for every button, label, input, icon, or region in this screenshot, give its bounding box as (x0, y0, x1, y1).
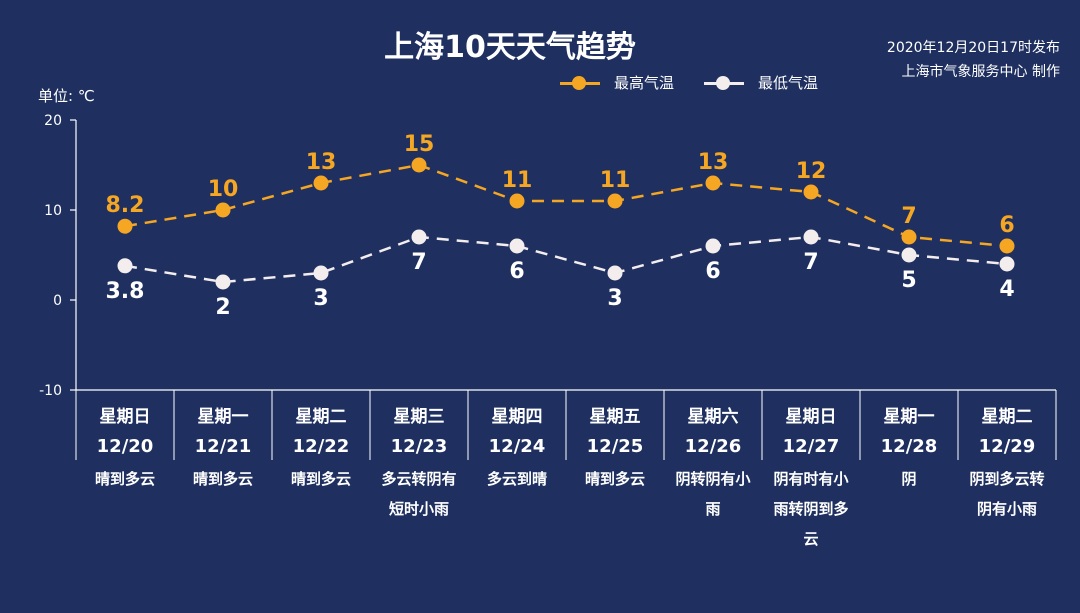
weather-label: 晴到多云 (193, 470, 253, 488)
weather-label: 多云转阴有 (381, 470, 456, 488)
point-high (313, 175, 329, 191)
chart-title: 上海10天天气趋势 (384, 30, 636, 65)
legend-item-high: 最高气温 (560, 72, 674, 93)
weather-label: 多云到晴 (487, 470, 547, 488)
date-label: 12/27 (783, 436, 840, 457)
point-high (803, 184, 819, 200)
value-label-high: 6 (999, 213, 1014, 238)
point-low (607, 265, 623, 281)
weather-label: 短时小雨 (389, 500, 449, 518)
point-low (313, 265, 329, 281)
point-low (999, 256, 1015, 272)
value-label-low: 3 (313, 286, 328, 311)
point-high (705, 175, 721, 191)
legend-label-high: 最高气温 (614, 74, 675, 92)
point-low (705, 238, 721, 254)
value-label-low: 2 (215, 295, 230, 320)
weather-label: 阴到多云转 (969, 470, 1044, 488)
value-label-high: 10 (208, 177, 239, 202)
point-low (803, 229, 819, 245)
legend: 最高气温 最低气温 (560, 72, 848, 93)
point-low (117, 258, 133, 274)
date-label: 12/28 (881, 436, 938, 457)
date-label: 12/26 (685, 436, 742, 457)
weather-label: 阴转阴有小 (675, 470, 750, 488)
weekday-label: 星期一 (198, 407, 249, 427)
date-label: 12/29 (979, 436, 1036, 457)
legend-swatch-high (560, 75, 600, 90)
point-high (509, 193, 525, 209)
value-label-low: 6 (509, 259, 524, 284)
date-label: 12/23 (391, 436, 448, 457)
value-label-low: 3.8 (106, 279, 145, 304)
weather-label: 阴有时有小 (773, 470, 848, 488)
point-low (901, 247, 917, 263)
weather-label: 云 (803, 530, 818, 548)
weather-label: 晴到多云 (95, 470, 155, 488)
value-label-low: 6 (705, 259, 720, 284)
value-label-high: 13 (306, 150, 337, 175)
point-high (411, 157, 427, 173)
point-high (999, 238, 1015, 254)
weekday-label: 星期六 (688, 406, 739, 427)
legend-swatch-low (704, 75, 745, 90)
value-label-high: 15 (404, 132, 435, 157)
point-high (117, 218, 133, 234)
weather-label: 晴到多云 (291, 470, 351, 488)
weekday-label: 星期日 (100, 407, 151, 427)
value-label-high: 11 (600, 168, 631, 193)
weather-label: 雨转阴到多 (773, 500, 848, 518)
weekday-label: 星期三 (394, 407, 445, 427)
weekday-label: 星期二 (296, 407, 347, 427)
series-line-low (124, 235, 1008, 284)
y-tick-label: 20 (44, 113, 62, 129)
unit-label: 单位: ℃ (38, 87, 95, 105)
value-label-low: 7 (803, 250, 818, 275)
weather-label: 雨 (705, 500, 720, 518)
weekday-label: 星期四 (492, 407, 543, 427)
legend-label-low: 最低气温 (758, 74, 819, 92)
weekday-label: 星期日 (786, 407, 837, 427)
y-tick-label: 0 (53, 293, 62, 309)
point-low (215, 274, 231, 290)
date-label: 12/22 (293, 436, 350, 457)
weekday-label: 星期一 (884, 407, 935, 427)
point-high (901, 229, 917, 245)
value-label-high: 11 (502, 168, 533, 193)
weather-label: 阴 (901, 470, 916, 488)
legend-item-low: 最低气温 (704, 72, 818, 93)
point-high (607, 193, 623, 209)
weather-label: 阴有小雨 (977, 500, 1037, 518)
value-label-high: 12 (796, 159, 827, 184)
weekday-label: 星期二 (982, 407, 1033, 427)
value-label-high: 8.2 (106, 193, 145, 218)
value-label-low: 3 (607, 286, 622, 311)
y-tick-label: 10 (44, 203, 62, 219)
date-label: 12/20 (97, 436, 154, 457)
y-tick-label: -10 (39, 383, 62, 399)
value-label-high: 13 (698, 150, 729, 175)
value-label-high: 7 (901, 204, 916, 229)
series-line-high (124, 163, 1008, 248)
publisher: 上海市气象服务中心 制作 (901, 64, 1060, 80)
publish-time: 2020年12月20日17时发布 (886, 40, 1060, 56)
point-high (215, 202, 231, 218)
date-label: 12/25 (587, 436, 644, 457)
value-label-low: 4 (999, 277, 1014, 302)
date-label: 12/21 (195, 436, 252, 457)
source-info: 2020年12月20日17时发布 上海市气象服务中心 制作 (887, 36, 1060, 84)
value-label-low: 7 (411, 250, 426, 275)
point-low (509, 238, 525, 254)
weather-label: 晴到多云 (585, 470, 645, 488)
date-label: 12/24 (489, 436, 546, 457)
value-label-low: 5 (901, 268, 916, 293)
weekday-label: 星期五 (590, 407, 641, 427)
point-low (411, 229, 427, 245)
